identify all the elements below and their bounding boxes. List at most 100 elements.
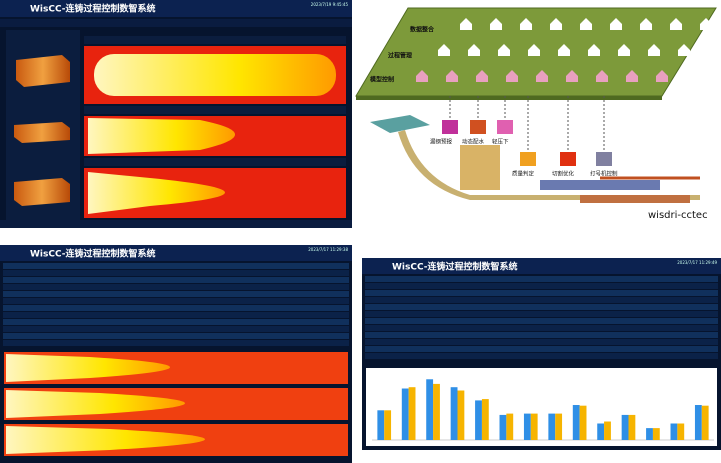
table-row [3, 263, 349, 269]
house-icon [566, 70, 578, 82]
table-row [3, 291, 349, 297]
function-label: 切割优化 [552, 170, 575, 178]
function-label: 质量判定 [512, 170, 535, 178]
bar [506, 413, 514, 440]
bar [677, 423, 685, 440]
house-icon [558, 44, 570, 56]
table-row [3, 270, 349, 276]
function-label: 漏钢预报 [430, 138, 453, 146]
panel-bottom-left [0, 245, 352, 463]
bar [433, 383, 440, 440]
house-icon [446, 70, 458, 82]
bar [572, 405, 580, 440]
bar [426, 379, 434, 440]
bar [597, 423, 605, 440]
brand: wisdri-cctec [648, 210, 708, 221]
table-row [3, 305, 349, 311]
table-row [365, 318, 718, 324]
function-label: 动态配水 [462, 138, 485, 146]
table-row [365, 276, 718, 282]
bar [701, 405, 709, 440]
bar [377, 410, 385, 440]
bar [604, 421, 611, 440]
house-icon [588, 44, 600, 56]
bar [579, 405, 587, 440]
function-label: 打号机控制 [590, 170, 618, 178]
table-row [365, 325, 718, 331]
house-icon [678, 44, 690, 56]
slab-icons [6, 30, 80, 220]
bar [530, 413, 538, 440]
house-icon [476, 70, 488, 82]
house-icon [520, 18, 532, 30]
houses [416, 18, 712, 82]
function-label: 轻压下 [492, 138, 509, 146]
bar [384, 410, 392, 440]
bar [628, 414, 636, 440]
bar [652, 428, 660, 440]
data-table [365, 276, 718, 359]
clock: 2023/7/17 11:29:38 [308, 247, 348, 252]
table-row [365, 339, 718, 345]
house-icon [438, 44, 450, 56]
table-row [3, 277, 349, 283]
table-row [365, 311, 718, 317]
house-icon [416, 70, 428, 82]
bar [555, 413, 563, 440]
house-icon [626, 70, 638, 82]
bar [401, 388, 409, 440]
house-icon [528, 44, 540, 56]
bar [499, 414, 507, 440]
bar [646, 428, 653, 440]
table-row [3, 319, 349, 325]
table-row [365, 297, 718, 303]
house-icon [550, 18, 562, 30]
house-icon [498, 44, 510, 56]
layer-label: 数据整合 [410, 26, 435, 34]
bar [450, 387, 458, 440]
house-icon [580, 18, 592, 30]
house-icon [610, 18, 622, 30]
house-icon [700, 18, 712, 30]
house-icon [468, 44, 480, 56]
house-icon [506, 70, 518, 82]
bar [408, 387, 416, 440]
bar [481, 399, 489, 440]
clock: 2023/7/17 11:29:49 [677, 260, 717, 265]
clock: 2023/7/19 9:45:45 [311, 2, 349, 7]
bar [548, 413, 556, 440]
layer-label: 模型控制 [370, 76, 394, 84]
table-row [3, 284, 349, 290]
house-icon [536, 70, 548, 82]
house-icon [640, 18, 652, 30]
table-row [365, 353, 718, 359]
bar [475, 400, 482, 440]
bar [694, 405, 702, 440]
house-icon [490, 18, 502, 30]
panel-bottom-right [362, 258, 721, 450]
app-title: WisCC-连铸过程控制数智系统 [30, 248, 156, 260]
table-row [365, 283, 718, 289]
table-row [3, 298, 349, 304]
house-icon [618, 44, 630, 56]
house-icon [656, 70, 668, 82]
table-row [3, 326, 349, 332]
table-row [365, 346, 718, 352]
house-icon [670, 18, 682, 30]
layer-label: 过程管理 [388, 52, 412, 60]
heatmaps [84, 36, 346, 218]
table-row [3, 340, 349, 346]
data-table [3, 263, 349, 346]
table-row [3, 333, 349, 339]
bar [523, 413, 531, 440]
app-title: WisCC-连铸过程控制数智系统 [30, 3, 156, 15]
diagram [355, 7, 717, 203]
table-row [3, 312, 349, 318]
app-title: WisCC-连铸过程控制数智系统 [392, 261, 518, 273]
table-row [365, 290, 718, 296]
bar [670, 423, 678, 440]
bar [457, 390, 465, 440]
table-row [365, 332, 718, 338]
house-icon [648, 44, 660, 56]
